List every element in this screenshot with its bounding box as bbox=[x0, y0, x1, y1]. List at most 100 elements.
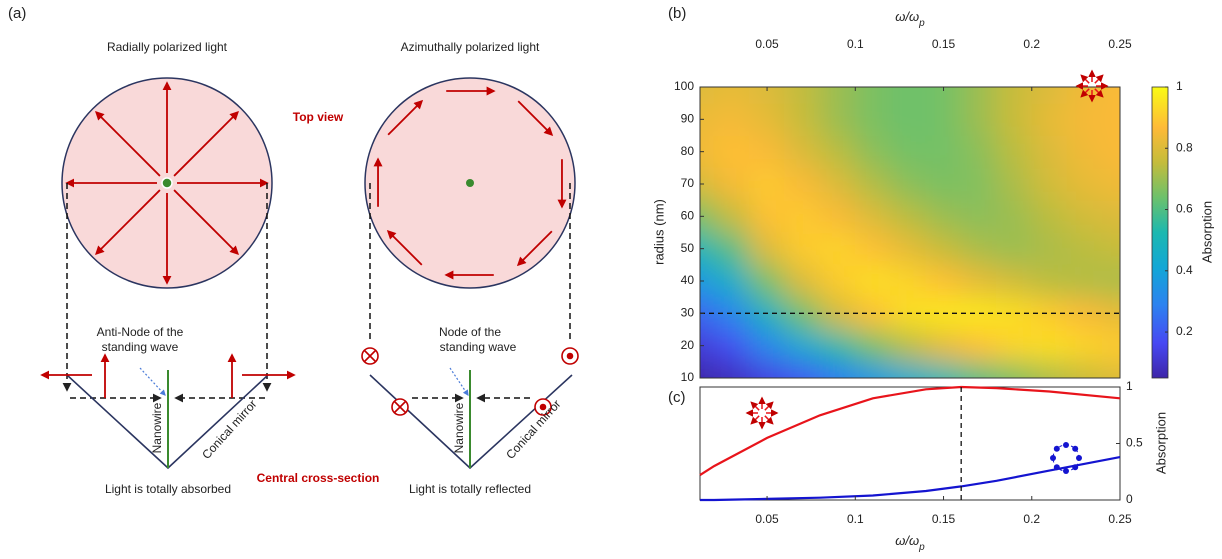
heat-cell bbox=[925, 232, 961, 265]
heat-cell bbox=[890, 167, 926, 200]
heat-cell bbox=[1102, 167, 1198, 200]
heat-cell bbox=[1031, 232, 1067, 265]
heat-cell bbox=[820, 167, 856, 200]
panel-label: (a) bbox=[8, 5, 26, 22]
heat-cell bbox=[714, 167, 750, 200]
heat-cell bbox=[855, 135, 891, 168]
heat-cell bbox=[784, 232, 820, 265]
heat-cell bbox=[925, 103, 961, 136]
heat-cell bbox=[1031, 264, 1067, 297]
heat-cell bbox=[890, 200, 926, 233]
heat-cell bbox=[714, 135, 750, 168]
heat-cell bbox=[1102, 232, 1198, 265]
x-tick-label: 0.25 bbox=[1108, 512, 1132, 526]
icon-arrow bbox=[1081, 75, 1089, 83]
heat-cell bbox=[996, 329, 1032, 362]
heat-cell bbox=[820, 200, 856, 233]
heat-cell bbox=[1067, 264, 1103, 297]
y-tick-label: 0 bbox=[1126, 492, 1133, 506]
node-label: standing wave bbox=[440, 340, 517, 354]
heat-cell bbox=[1067, 232, 1103, 265]
y-axis-label: Absorption bbox=[1153, 412, 1168, 474]
heat-cell bbox=[1067, 135, 1103, 168]
heat-cell bbox=[714, 10, 750, 103]
heat-cell bbox=[749, 135, 785, 168]
heat-cell bbox=[1031, 135, 1067, 168]
heat-cell bbox=[820, 10, 856, 103]
heat-cell bbox=[714, 200, 750, 233]
y-axis-label: radius (nm) bbox=[651, 199, 666, 265]
heat-cell bbox=[749, 200, 785, 233]
heat-cell bbox=[925, 135, 961, 168]
colorbar-tick-label: 0.8 bbox=[1176, 140, 1193, 154]
colorbar-tick-label: 1 bbox=[1176, 79, 1183, 93]
heat-cell bbox=[925, 167, 961, 200]
heat-cell bbox=[961, 167, 997, 200]
heat-cell bbox=[855, 264, 891, 297]
cross-section-label: Central cross-section bbox=[257, 471, 380, 485]
heat-cell bbox=[784, 10, 820, 103]
heat-cell bbox=[961, 10, 997, 103]
y-tick-label: 100 bbox=[674, 79, 694, 93]
heat-cell bbox=[961, 135, 997, 168]
heat-cell bbox=[961, 103, 997, 136]
heat-cell bbox=[714, 103, 750, 136]
heat-cell bbox=[925, 200, 961, 233]
colorbar-tick-label: 0.6 bbox=[1176, 202, 1193, 216]
y-tick-label: 20 bbox=[681, 338, 695, 352]
heat-cell bbox=[1031, 103, 1067, 136]
panel-label: (b) bbox=[668, 5, 686, 22]
heat-cell bbox=[749, 232, 785, 265]
heat-cell bbox=[820, 232, 856, 265]
heat-cell bbox=[961, 264, 997, 297]
heat-cell bbox=[1031, 200, 1067, 233]
heat-cell bbox=[996, 200, 1032, 233]
heat-cell bbox=[1031, 167, 1067, 200]
y-tick-label: 0.5 bbox=[1126, 436, 1143, 450]
nanowire-dot bbox=[466, 179, 474, 187]
colorbar bbox=[1152, 87, 1168, 378]
heat-cell bbox=[996, 232, 1032, 265]
y-tick-label: 60 bbox=[681, 209, 695, 223]
heat-cell bbox=[784, 264, 820, 297]
heat-cell bbox=[714, 329, 750, 362]
heat-cell bbox=[784, 103, 820, 136]
heat-cell bbox=[996, 135, 1032, 168]
caption: Light is totally absorbed bbox=[105, 482, 231, 496]
heat-cell bbox=[961, 329, 997, 362]
left-title: Radially polarized light bbox=[107, 40, 228, 54]
heat-cell bbox=[1102, 10, 1198, 103]
heat-cell bbox=[1067, 103, 1103, 136]
heat-cell bbox=[855, 10, 891, 103]
heat-cell bbox=[855, 200, 891, 233]
pointer bbox=[140, 368, 165, 395]
heat-cell bbox=[749, 264, 785, 297]
conical-mirror bbox=[67, 375, 572, 468]
y-tick-label: 90 bbox=[681, 112, 695, 126]
nanowire-dot bbox=[162, 178, 172, 188]
heat-cell bbox=[784, 167, 820, 200]
x-tick-label: 0.25 bbox=[1108, 37, 1132, 51]
x-tick-label: 0.05 bbox=[755, 512, 779, 526]
antinode-label: Anti-Node of the bbox=[97, 325, 184, 339]
pointer bbox=[450, 368, 468, 395]
heat-cell bbox=[714, 232, 750, 265]
diagram-panel: (a) Radially polarized light Azimuthally… bbox=[8, 5, 578, 496]
x-axis-label: ω/ωp bbox=[895, 533, 925, 552]
colorbar-tick-label: 0.2 bbox=[1176, 324, 1193, 338]
y-tick-label: 30 bbox=[681, 306, 695, 320]
caption: Light is totally reflected bbox=[409, 482, 531, 496]
node-label: Node of the bbox=[439, 325, 501, 339]
heat-cell bbox=[1067, 10, 1103, 103]
heat-cell bbox=[855, 103, 891, 136]
x-tick-label: 0.15 bbox=[932, 512, 956, 526]
top-view-label: Top view bbox=[293, 110, 344, 124]
heat-cell bbox=[890, 103, 926, 136]
heat-cell bbox=[1031, 10, 1067, 103]
panel-label: (c) bbox=[668, 389, 686, 406]
x-axis-label: ω/ωp bbox=[895, 9, 925, 28]
heat-cell bbox=[890, 329, 926, 362]
x-axis-label-main: ω/ω bbox=[895, 533, 919, 548]
heat-cell bbox=[784, 135, 820, 168]
figure: (a) Radially polarized light Azimuthally… bbox=[0, 0, 1222, 559]
